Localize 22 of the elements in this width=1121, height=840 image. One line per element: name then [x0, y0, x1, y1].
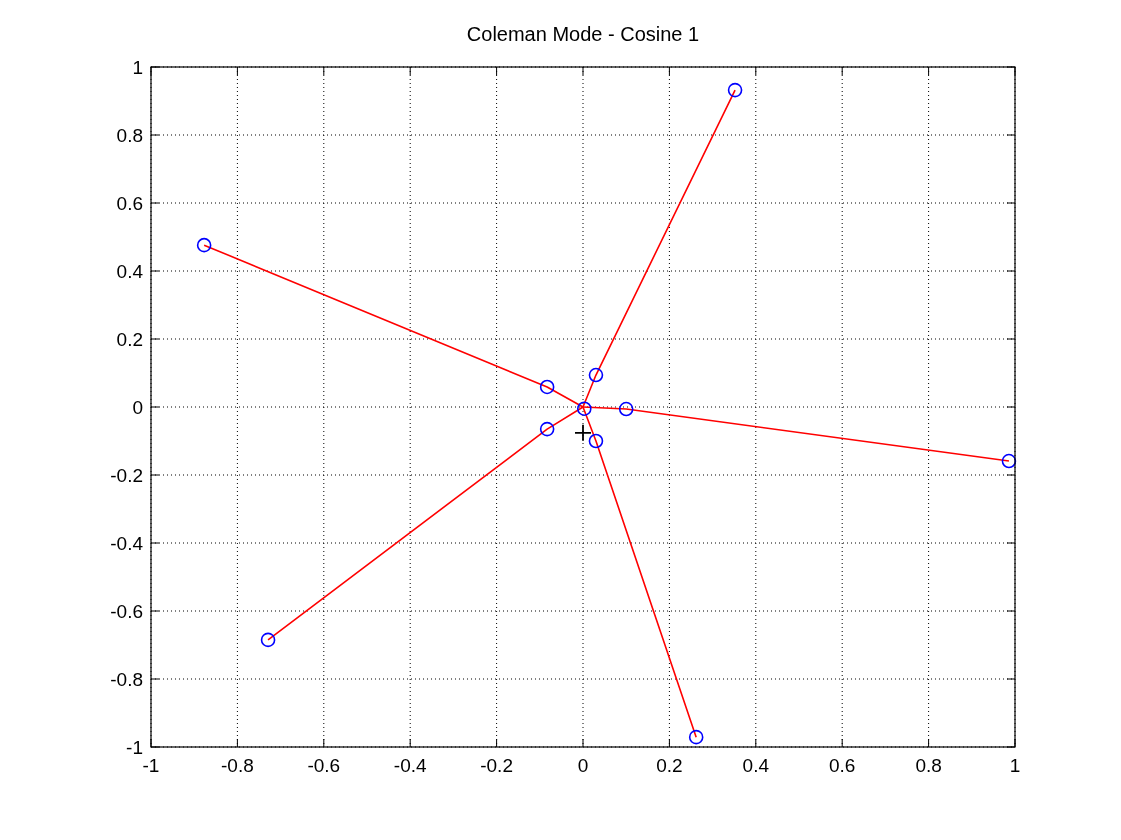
- x-tick-label: -0.6: [307, 755, 341, 776]
- y-tick-label: 0.2: [116, 329, 143, 350]
- y-tick-label: 1: [132, 57, 143, 78]
- y-tick-label: -1: [126, 737, 143, 758]
- y-tick-label: 0.4: [116, 261, 144, 282]
- y-tick-label: -0.2: [110, 465, 143, 486]
- y-tick-label: -0.4: [110, 533, 144, 554]
- y-tick-label: 0.6: [116, 193, 143, 214]
- x-tick-label: -0.8: [221, 755, 254, 776]
- x-tick-label: 0: [577, 755, 589, 776]
- chart-title: Coleman Mode - Cosine 1: [466, 23, 700, 45]
- x-tick-label: 0.6: [828, 755, 856, 776]
- y-tick-label: -0.6: [110, 601, 143, 622]
- x-tick-label: 0.2: [656, 755, 683, 776]
- x-tick-label: -0.2: [480, 755, 513, 776]
- x-tick-label: -0.4: [393, 755, 427, 776]
- x-tick-label: 0.4: [742, 755, 770, 776]
- y-tick-label: 0.8: [116, 125, 143, 146]
- y-tick-label: 0: [132, 397, 143, 418]
- x-tick-label: 1: [1009, 755, 1021, 776]
- y-tick-label: -0.8: [110, 669, 143, 690]
- x-tick-label: 0.8: [915, 755, 942, 776]
